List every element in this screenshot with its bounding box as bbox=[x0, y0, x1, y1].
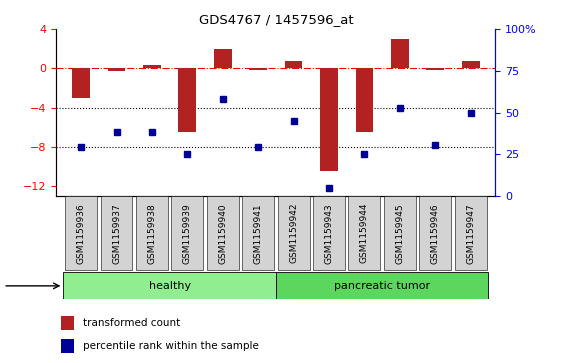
FancyBboxPatch shape bbox=[455, 196, 486, 270]
Bar bbox=[178, 68, 196, 132]
Bar bbox=[426, 68, 444, 70]
Title: GDS4767 / 1457596_at: GDS4767 / 1457596_at bbox=[199, 13, 353, 26]
Text: GSM1159945: GSM1159945 bbox=[395, 203, 404, 264]
FancyBboxPatch shape bbox=[65, 196, 97, 270]
FancyBboxPatch shape bbox=[242, 196, 274, 270]
Bar bbox=[72, 68, 90, 98]
Bar bbox=[143, 65, 161, 68]
Bar bbox=[108, 68, 126, 71]
Text: transformed count: transformed count bbox=[83, 318, 180, 328]
FancyBboxPatch shape bbox=[278, 196, 310, 270]
Text: GSM1159938: GSM1159938 bbox=[148, 203, 157, 264]
Bar bbox=[391, 39, 409, 68]
Bar bbox=[276, 272, 488, 299]
Bar bbox=[320, 68, 338, 171]
Text: pancreatic tumor: pancreatic tumor bbox=[334, 281, 430, 291]
Bar bbox=[214, 49, 231, 68]
Text: GSM1159947: GSM1159947 bbox=[466, 203, 475, 264]
Bar bbox=[61, 339, 74, 353]
Text: GSM1159936: GSM1159936 bbox=[77, 203, 86, 264]
Text: GSM1159940: GSM1159940 bbox=[218, 203, 227, 264]
Text: GSM1159941: GSM1159941 bbox=[254, 203, 263, 264]
Bar bbox=[61, 316, 74, 330]
Bar bbox=[356, 68, 373, 132]
Text: GSM1159944: GSM1159944 bbox=[360, 203, 369, 264]
Text: healthy: healthy bbox=[149, 281, 191, 291]
FancyBboxPatch shape bbox=[207, 196, 239, 270]
FancyBboxPatch shape bbox=[384, 196, 415, 270]
FancyBboxPatch shape bbox=[136, 196, 168, 270]
Text: GSM1159946: GSM1159946 bbox=[431, 203, 440, 264]
FancyBboxPatch shape bbox=[171, 196, 203, 270]
FancyBboxPatch shape bbox=[348, 196, 381, 270]
FancyBboxPatch shape bbox=[101, 196, 132, 270]
FancyBboxPatch shape bbox=[313, 196, 345, 270]
Text: percentile rank within the sample: percentile rank within the sample bbox=[83, 341, 258, 351]
Text: GSM1159939: GSM1159939 bbox=[183, 203, 192, 264]
Text: GSM1159943: GSM1159943 bbox=[324, 203, 333, 264]
FancyBboxPatch shape bbox=[419, 196, 451, 270]
Bar bbox=[462, 61, 480, 68]
Bar bbox=[285, 61, 302, 68]
Text: GSM1159942: GSM1159942 bbox=[289, 203, 298, 264]
Bar bbox=[64, 272, 276, 299]
Text: GSM1159937: GSM1159937 bbox=[112, 203, 121, 264]
Bar bbox=[249, 68, 267, 70]
